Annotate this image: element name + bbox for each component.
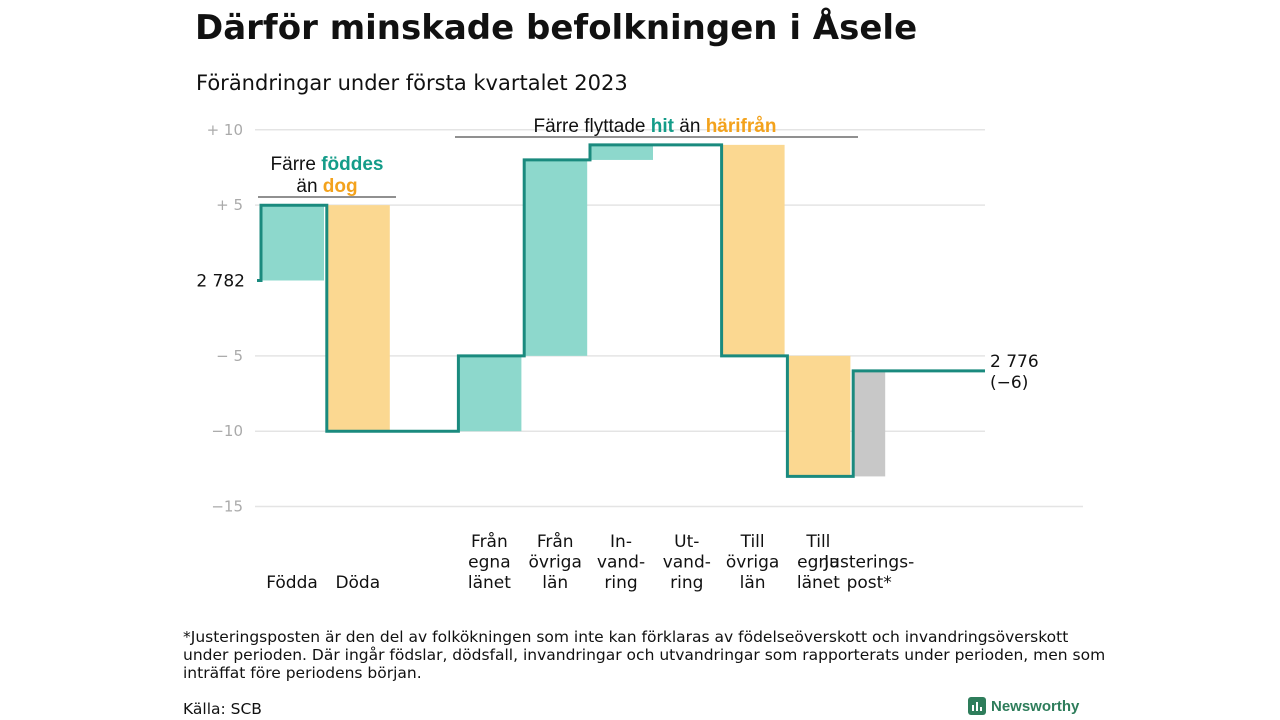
y-tick-label: − 5: [216, 347, 243, 365]
chart-title: Därför minskade befolkningen i Åsele: [195, 8, 918, 48]
bar: [591, 144, 653, 160]
bar: [525, 159, 588, 356]
category-label: Till egna länet: [797, 532, 840, 593]
logo-text: Newsworthy: [991, 697, 1080, 715]
bar: [327, 205, 390, 432]
step-line: [257, 143, 985, 478]
bar: [788, 355, 851, 477]
births-annotation-line1: Färre föddes: [271, 154, 384, 175]
end-value-label: 2 776: [990, 352, 1039, 372]
y-tick-label: + 10: [207, 121, 243, 139]
y-tick-label: −15: [211, 498, 243, 516]
bar: [262, 205, 324, 281]
y-tick-label: + 5: [216, 196, 243, 214]
category-label: Födda: [266, 573, 318, 593]
end-change-label: (−6): [990, 373, 1028, 393]
bar: [854, 370, 886, 477]
annotations: Färre föddes än dog Färre flyttade hit ä…: [258, 116, 858, 198]
category-label: Ut-vand-ring: [663, 532, 711, 593]
axis-labels: + 10 + 5 − 5 −10 −15 2 782 2 776(−6) Födda Döda F…: [196, 121, 1038, 593]
category-label: Döda: [335, 573, 380, 593]
y-tick-label: −10: [211, 422, 243, 440]
category-label: In-vand-ring: [597, 532, 645, 593]
moves-annotation: Färre flyttade hit än härifrån: [534, 116, 777, 137]
category-label: Justerings-post*: [823, 553, 914, 594]
chart-subtitle: Förändringar under första kvartalet 2023: [196, 71, 628, 95]
bars: [262, 144, 886, 477]
bar: [722, 144, 785, 356]
newsworthy-logo: Newsworthy: [968, 697, 1079, 715]
source-label: Källa: SCB: [183, 700, 262, 718]
births-annotation-line2: än dog: [296, 176, 357, 197]
step-line-path: [257, 143, 985, 478]
logo-icon: [968, 697, 986, 715]
footnote: *Justeringsposten är den del av folkökni…: [183, 628, 1106, 682]
category-label: Från egna länet: [468, 531, 511, 593]
start-value-label: 2 782: [196, 272, 245, 292]
bar: [459, 355, 522, 432]
category-label: Från övriga län: [529, 531, 582, 593]
category-label: Till övriga län: [726, 532, 779, 593]
